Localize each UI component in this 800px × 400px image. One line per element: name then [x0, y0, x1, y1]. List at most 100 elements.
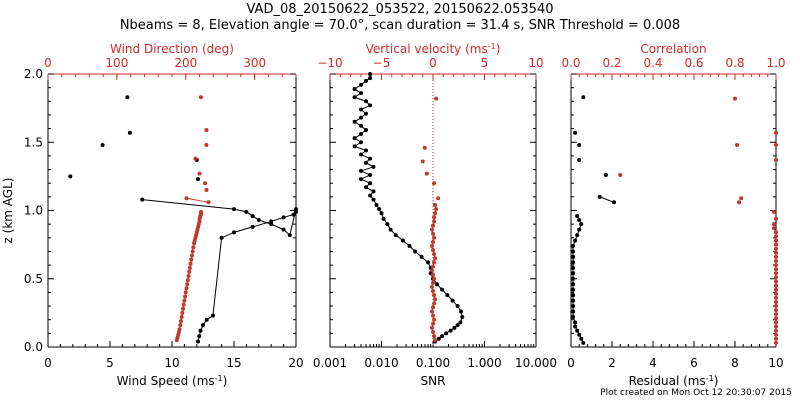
data-point — [363, 78, 368, 83]
data-point — [571, 298, 576, 303]
data-point — [612, 200, 617, 205]
data-point — [431, 231, 435, 236]
data-point — [577, 227, 582, 232]
top-axis-label: Correlation — [640, 42, 706, 56]
data-point — [431, 289, 435, 294]
data-point — [571, 282, 576, 287]
data-point — [432, 235, 437, 240]
data-point — [400, 238, 405, 243]
data-point — [368, 173, 373, 178]
data-point — [359, 123, 364, 128]
data-point — [577, 218, 582, 223]
data-point — [774, 142, 778, 147]
data-point — [429, 325, 434, 330]
data-point — [368, 181, 373, 186]
data-point — [459, 309, 464, 314]
data-point — [371, 189, 376, 194]
y-tick-label: 1.0 — [24, 204, 43, 218]
data-point — [774, 340, 778, 345]
x-tick-label: 0.100 — [416, 356, 450, 370]
data-point — [188, 261, 193, 266]
data-point — [413, 249, 418, 254]
data-point — [179, 314, 184, 319]
data-point — [433, 211, 438, 216]
x-tick-label: 0 — [44, 356, 52, 370]
data-point — [201, 323, 205, 328]
data-point — [210, 313, 215, 318]
data-point — [177, 327, 182, 332]
series-line — [186, 197, 209, 203]
data-point — [180, 310, 185, 315]
data-point — [363, 160, 368, 165]
top-tick-label: 300 — [243, 56, 266, 70]
data-point — [571, 243, 576, 248]
data-point — [359, 107, 364, 112]
data-point — [774, 279, 778, 284]
x-tick-label: 0.010 — [364, 356, 398, 370]
data-point — [573, 130, 578, 135]
data-point — [452, 325, 457, 330]
data-point — [291, 212, 296, 217]
data-point — [433, 338, 438, 343]
data-point — [460, 314, 465, 319]
data-point — [219, 235, 224, 240]
x-tick-label: 10 — [164, 356, 179, 370]
data-point — [420, 159, 425, 164]
data-point — [434, 207, 439, 212]
series-line — [599, 196, 615, 203]
data-point — [250, 213, 255, 218]
data-point — [432, 301, 437, 306]
data-point — [440, 334, 445, 339]
data-point — [575, 213, 580, 218]
data-point — [571, 304, 576, 309]
data-point — [187, 265, 192, 270]
data-point — [450, 298, 455, 303]
top-axis-label: Wind Direction (deg) — [110, 42, 234, 56]
data-point — [359, 177, 364, 182]
data-point — [774, 267, 778, 272]
data-point — [774, 324, 778, 329]
data-point — [184, 196, 189, 201]
data-point — [193, 156, 198, 161]
data-point — [432, 293, 437, 298]
data-point — [183, 290, 188, 295]
x-axis-label: Residual (ms-1) — [629, 374, 719, 389]
x-tick-label: 20 — [288, 356, 303, 370]
data-point — [433, 297, 438, 302]
data-point — [433, 256, 438, 261]
x-tick-label: 5 — [106, 356, 114, 370]
data-point — [359, 152, 364, 157]
data-point — [359, 91, 364, 96]
data-point — [294, 207, 298, 212]
data-point — [363, 185, 368, 190]
data-point — [431, 223, 435, 228]
data-point — [774, 299, 778, 304]
data-point — [432, 317, 437, 322]
data-point — [185, 278, 190, 283]
data-point — [575, 233, 580, 238]
data-point — [359, 115, 364, 120]
data-point — [368, 193, 373, 198]
data-point — [458, 320, 463, 325]
data-point — [774, 320, 778, 325]
data-point — [429, 268, 434, 273]
top-tick-label: 0.6 — [684, 56, 703, 70]
y-tick-label: 1.5 — [24, 135, 43, 149]
data-point — [377, 207, 382, 212]
top-tick-label: 200 — [174, 56, 197, 70]
data-point — [579, 336, 584, 341]
data-point — [774, 234, 778, 239]
data-point — [203, 181, 208, 186]
data-point — [774, 263, 778, 268]
top-tick-label: 0.4 — [643, 56, 662, 70]
data-point — [431, 313, 435, 318]
top-tick-label: 1.0 — [766, 56, 785, 70]
y-tick-label: 2.0 — [24, 67, 43, 81]
data-point — [434, 96, 439, 101]
x-tick-label: 6 — [690, 356, 698, 370]
data-point — [571, 260, 576, 265]
data-point — [359, 82, 364, 87]
data-point — [739, 196, 744, 201]
data-point — [774, 250, 778, 255]
